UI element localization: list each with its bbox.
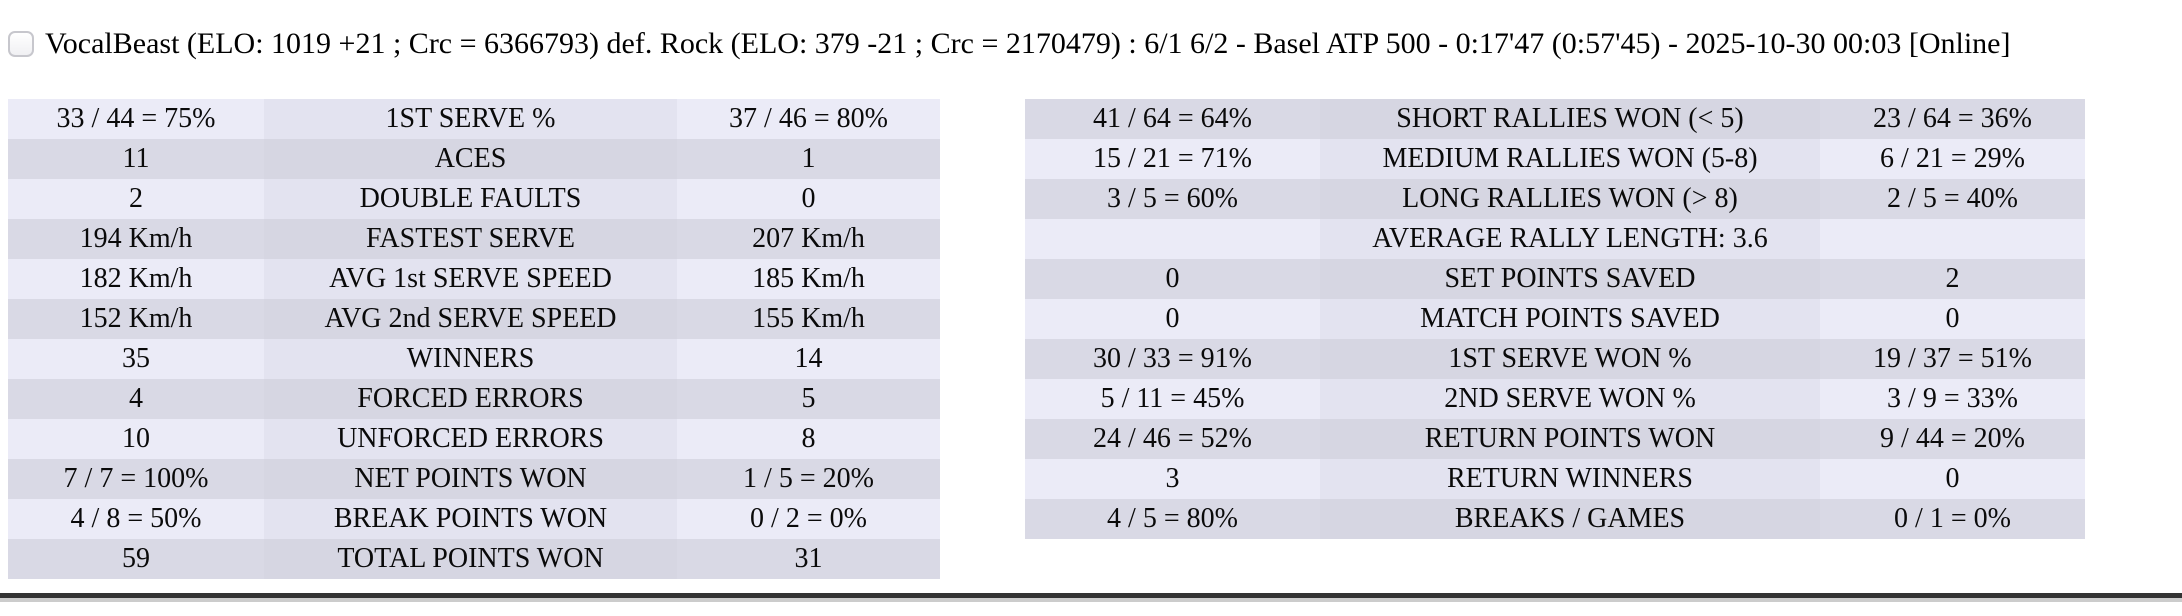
player2-value-cell: 14 [677,339,940,379]
stats-row: 4 FORCED ERRORS 5 [8,379,940,419]
next-section-divider-shadow [0,598,2182,602]
stats-row: 35 WINNERS 14 [8,339,940,379]
stats-row: 3 / 5 = 60% LONG RALLIES WON (> 8) 2 / 5 =… [1025,179,2085,219]
stat-label-cell: RETURN POINTS WON [1320,419,1820,459]
player2-value-cell: 2 [1820,259,2085,299]
stats-row: 5 / 11 = 45% 2ND SERVE WON % 3 / 9 = 33% [1025,379,2085,419]
player1-value-cell: 4 [8,379,264,419]
player1-value-cell: 33 / 44 = 75% [8,99,264,139]
player2-value-cell: 1 [677,139,940,179]
stat-label-cell: SHORT RALLIES WON (< 5) [1320,99,1820,139]
stat-label-cell: AVG 2nd SERVE SPEED [264,299,677,339]
player2-value-cell: 0 [1820,299,2085,339]
stat-label-cell: LONG RALLIES WON (> 8) [1320,179,1820,219]
stats-row: 0 SET POINTS SAVED 2 [1025,259,2085,299]
player2-value-cell: 8 [677,419,940,459]
stats-row: 3 RETURN WINNERS 0 [1025,459,2085,499]
stats-row: 11 ACES 1 [8,139,940,179]
player1-value-cell: 30 / 33 = 91% [1025,339,1320,379]
player2-value-cell: 0 / 1 = 0% [1820,499,2085,539]
stat-label-cell: SET POINTS SAVED [1320,259,1820,299]
stats-row: 0 MATCH POINTS SAVED 0 [1025,299,2085,339]
serve-and-points-stats-table: 33 / 44 = 75% 1ST SERVE % 37 / 46 = 80% 11 A… [8,99,940,579]
player2-value-cell: 155 Km/h [677,299,940,339]
stat-label-cell: AVERAGE RALLY LENGTH: 3.6 [1320,219,1820,259]
player1-value-cell: 3 / 5 = 60% [1025,179,1320,219]
stats-row: 152 Km/h AVG 2nd SERVE SPEED 155 Km/h [8,299,940,339]
player2-value-cell: 207 Km/h [677,219,940,259]
match-select-checkbox[interactable] [8,31,34,57]
match-summary: VocalBeast (ELO: 1019 +21 ; Crc = 636679… [45,27,2011,60]
player2-value-cell: 31 [677,539,940,579]
player1-value-cell: 182 Km/h [8,259,264,299]
player2-value-cell: 5 [677,379,940,419]
player1-value-cell: 0 [1025,259,1320,299]
stats-row: 4 / 8 = 50% BREAK POINTS WON 0 / 2 = 0% [8,499,940,539]
stat-label-cell: RETURN WINNERS [1320,459,1820,499]
stats-row: 194 Km/h FASTEST SERVE 207 Km/h [8,219,940,259]
stat-label-cell: BREAKS / GAMES [1320,499,1820,539]
player1-value-cell: 152 Km/h [8,299,264,339]
player1-value-cell [1025,219,1320,259]
stat-label-cell: UNFORCED ERRORS [264,419,677,459]
stats-row: 2 DOUBLE FAULTS 0 [8,179,940,219]
player2-value-cell: 0 [1820,459,2085,499]
player1-value-cell: 59 [8,539,264,579]
player2-value-cell: 0 [677,179,940,219]
stats-row: 182 Km/h AVG 1st SERVE SPEED 185 Km/h [8,259,940,299]
player1-value-cell: 194 Km/h [8,219,264,259]
stat-label-cell: FORCED ERRORS [264,379,677,419]
stat-label-cell: DOUBLE FAULTS [264,179,677,219]
stat-label-cell: TOTAL POINTS WON [264,539,677,579]
player1-value-cell: 4 / 5 = 80% [1025,499,1320,539]
stat-label-cell: BREAK POINTS WON [264,499,677,539]
player1-value-cell: 3 [1025,459,1320,499]
stat-label-cell: 1ST SERVE WON % [1320,339,1820,379]
stat-label-cell: WINNERS [264,339,677,379]
match-header: VocalBeast (ELO: 1019 +21 ; Crc = 636679… [8,26,2010,62]
stats-row: 59 TOTAL POINTS WON 31 [8,539,940,579]
player1-value-cell: 15 / 21 = 71% [1025,139,1320,179]
stats-row: 24 / 46 = 52% RETURN POINTS WON 9 / 44 = 2… [1025,419,2085,459]
player2-value-cell: 9 / 44 = 20% [1820,419,2085,459]
next-section-divider [0,593,2182,598]
stats-row: 33 / 44 = 75% 1ST SERVE % 37 / 46 = 80% [8,99,940,139]
player1-value-cell: 7 / 7 = 100% [8,459,264,499]
player2-value-cell: 6 / 21 = 29% [1820,139,2085,179]
player2-value-cell: 23 / 64 = 36% [1820,99,2085,139]
stats-row: 41 / 64 = 64% SHORT RALLIES WON (< 5) 23 /… [1025,99,2085,139]
player2-value-cell: 3 / 9 = 33% [1820,379,2085,419]
player1-value-cell: 4 / 8 = 50% [8,499,264,539]
stat-label-cell: MEDIUM RALLIES WON (5-8) [1320,139,1820,179]
player1-value-cell: 0 [1025,299,1320,339]
stat-label-cell: ACES [264,139,677,179]
player2-value-cell: 1 / 5 = 20% [677,459,940,499]
player1-value-cell: 11 [8,139,264,179]
player2-value-cell: 19 / 37 = 51% [1820,339,2085,379]
player2-value-cell [1820,219,2085,259]
player2-value-cell: 0 / 2 = 0% [677,499,940,539]
stat-label-cell: NET POINTS WON [264,459,677,499]
player2-value-cell: 2 / 5 = 40% [1820,179,2085,219]
player1-value-cell: 5 / 11 = 45% [1025,379,1320,419]
stat-label-cell: AVG 1st SERVE SPEED [264,259,677,299]
player1-value-cell: 35 [8,339,264,379]
rallies-and-return-stats-table: 41 / 64 = 64% SHORT RALLIES WON (< 5) 23 /… [1025,99,2085,539]
stat-label-cell: MATCH POINTS SAVED [1320,299,1820,339]
stats-row: 30 / 33 = 91% 1ST SERVE WON % 19 / 37 = 51… [1025,339,2085,379]
stats-row: AVERAGE RALLY LENGTH: 3.6 [1025,219,2085,259]
stats-row: 10 UNFORCED ERRORS 8 [8,419,940,459]
stat-label-cell: 1ST SERVE % [264,99,677,139]
stat-label-cell: 2ND SERVE WON % [1320,379,1820,419]
stats-row: 4 / 5 = 80% BREAKS / GAMES 0 / 1 = 0% [1025,499,2085,539]
player2-value-cell: 185 Km/h [677,259,940,299]
player1-value-cell: 2 [8,179,264,219]
stats-row: 7 / 7 = 100% NET POINTS WON 1 / 5 = 20% [8,459,940,499]
stats-row: 15 / 21 = 71% MEDIUM RALLIES WON (5-8) 6 /… [1025,139,2085,179]
player1-value-cell: 41 / 64 = 64% [1025,99,1320,139]
player2-value-cell: 37 / 46 = 80% [677,99,940,139]
player1-value-cell: 24 / 46 = 52% [1025,419,1320,459]
player1-value-cell: 10 [8,419,264,459]
stat-label-cell: FASTEST SERVE [264,219,677,259]
